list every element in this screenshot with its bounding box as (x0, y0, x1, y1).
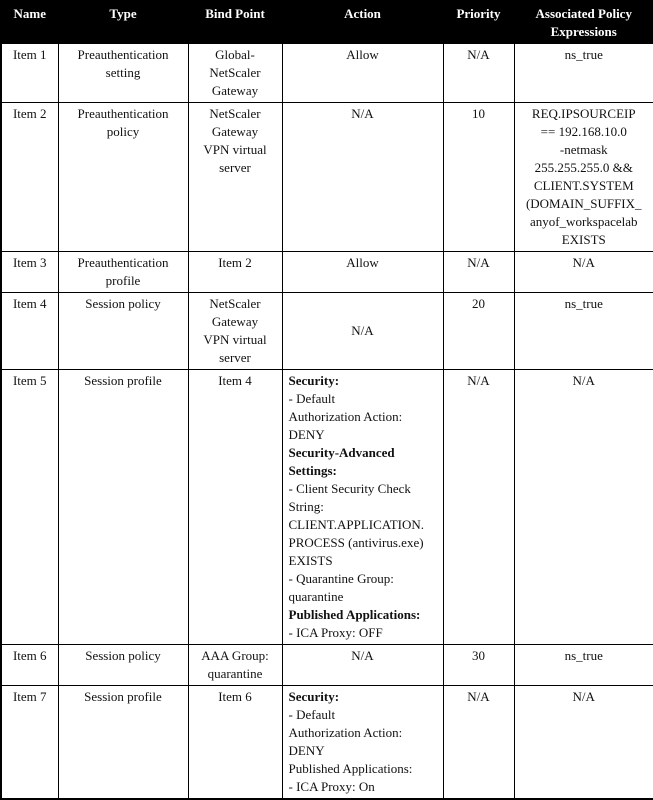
column-header: Name (0, 0, 59, 44)
cell-line: Authorization Action: (288, 725, 403, 740)
table-row: Item 3 Preauthentication profile Item 2 All… (0, 251, 653, 293)
cell-line: CLIENT.APPLICATION. (288, 517, 425, 532)
table-row: Item 7 Session profile Item 6 Security: - De… (0, 685, 653, 800)
table-cell: 10 (442, 102, 515, 252)
table-row: Item 1 Preauthentication setting Global- N… (0, 43, 653, 103)
table-cell: 30 (442, 644, 515, 686)
cell-line: Published Applications: (288, 607, 421, 622)
cell-line: DENY (288, 427, 325, 442)
table-cell: N/A (281, 292, 444, 370)
cell-line: - Quarantine Group: (288, 571, 394, 586)
table-cell: Preauthentication policy (57, 102, 189, 252)
cell-line: - Client Security Check (288, 481, 411, 496)
table-cell: Item 2 (187, 251, 283, 293)
table-cell: Item 6 (0, 644, 59, 686)
table-cell: Item 3 (0, 251, 59, 293)
table-cell: Session policy (57, 644, 189, 686)
table-cell: Security: - Default Authorization Action: D… (281, 685, 444, 800)
table-row: Item 5 Session profile Item 4 Security: - De… (0, 369, 653, 645)
table-cell: Allow (281, 43, 444, 103)
column-header: Priority (442, 0, 515, 44)
table-row: Item 2 Preauthentication policy NetScaler … (0, 102, 653, 252)
table-cell: Item 4 (187, 369, 283, 645)
table-cell: NetScaler Gateway VPN virtual server (187, 102, 283, 252)
cell-line: - Default (288, 391, 336, 406)
table-cell: N/A (442, 43, 515, 103)
table-cell: Session profile (57, 369, 189, 645)
cell-line: quarantine (288, 589, 344, 604)
cell-line: - ICA Proxy: On (288, 779, 375, 794)
column-header: Associated Policy Expressions (513, 0, 653, 44)
table-cell: Item 4 (0, 292, 59, 370)
table-cell: Session profile (57, 685, 189, 800)
table-cell: ns_true (513, 292, 653, 370)
table-row: Item 6 Session policy AAA Group: quarantin… (0, 644, 653, 686)
cell-line: Security: (288, 689, 340, 704)
table-row: Item 4 Session policy NetScaler Gateway VP… (0, 292, 653, 370)
table-cell: AAA Group: quarantine (187, 644, 283, 686)
table-cell: ns_true (513, 43, 653, 103)
column-header: Type (57, 0, 189, 44)
cell-line: Settings: (288, 463, 337, 478)
table-cell: ns_true (513, 644, 653, 686)
table-cell: N/A (281, 102, 444, 252)
table-cell: N/A (442, 369, 515, 645)
table-cell: Preauthentication setting (57, 43, 189, 103)
column-header: Action (281, 0, 444, 44)
table-cell: NetScaler Gateway VPN virtual server (187, 292, 283, 370)
column-header: Bind Point (187, 0, 283, 44)
cell-line: - ICA Proxy: OFF (288, 625, 383, 640)
cell-line: EXISTS (288, 553, 333, 568)
table-header: Name Type Bind Point Action Priority Associat… (0, 0, 653, 44)
table-cell: Item 2 (0, 102, 59, 252)
cell-line: Authorization Action: (288, 409, 403, 424)
table-cell: N/A (281, 644, 444, 686)
table-cell: 20 (442, 292, 515, 370)
cell-line: Security: (288, 373, 340, 388)
table-cell: N/A (513, 251, 653, 293)
cell-line: - Default (288, 707, 336, 722)
table-cell: Item 1 (0, 43, 59, 103)
table-cell: N/A (513, 369, 653, 645)
table-cell: N/A (442, 685, 515, 800)
table-cell: Item 7 (0, 685, 59, 800)
table-cell: Preauthentication profile (57, 251, 189, 293)
table-cell: Security: - Default Authorization Action: D… (281, 369, 444, 645)
table-cell: Session policy (57, 292, 189, 370)
cell-line: DENY (288, 743, 325, 758)
cell-line: Security-Advanced (288, 445, 395, 460)
header-row: Name Type Bind Point Action Priority Associat… (0, 0, 653, 44)
table-cell: Item 6 (187, 685, 283, 800)
cell-line: PROCESS (antivirus.exe) (288, 535, 424, 550)
table-body: Item 1 Preauthentication setting Global- N… (0, 43, 653, 800)
cell-line: Published Applications: (288, 761, 413, 776)
table-cell: Global- NetScaler Gateway (187, 43, 283, 103)
table-cell: N/A (442, 251, 515, 293)
table-cell: Allow (281, 251, 444, 293)
table-cell: Item 5 (0, 369, 59, 645)
table-cell: N/A (513, 685, 653, 800)
cell-line: String: (288, 499, 324, 514)
table-cell: REQ.IPSOURCEIP == 192.168.10.0 -netmask … (513, 102, 653, 252)
